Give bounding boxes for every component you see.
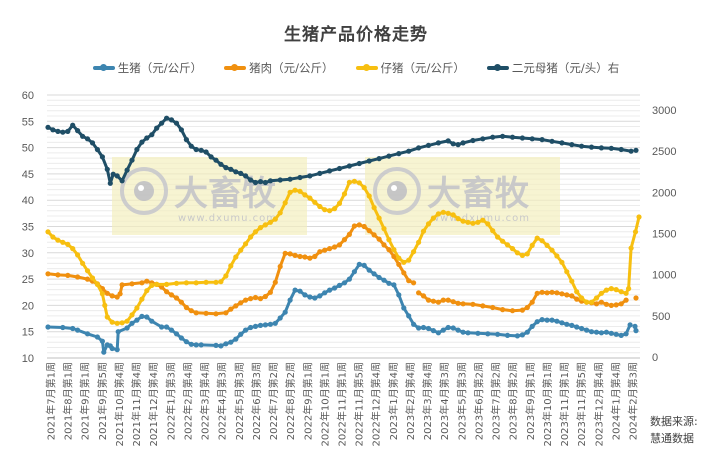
x-tick-label: 2023年8月第2周 <box>507 362 520 440</box>
x-tick-label: 2022年10月第1周 <box>318 362 331 447</box>
legend-line-icon <box>92 64 115 71</box>
y-tick-label: 55 <box>22 116 34 128</box>
x-tick-label: 2022年3月第4周 <box>199 362 212 440</box>
legend-line-icon <box>224 64 247 71</box>
x-tick-label: 2023年1月第4周 <box>387 362 400 440</box>
x-tick-label: 2022年5月第3周 <box>233 362 246 440</box>
x-tick-label: 2023年9月第1周 <box>524 362 537 440</box>
x-tick-label: 2021年11月第4周 <box>130 362 143 447</box>
x-tick-label: 2023年10月第1周 <box>541 362 554 447</box>
legend-item-sow[interactable]: 二元母猪（元/头）右 <box>486 60 620 76</box>
y2-tick-label: 2500 <box>652 146 676 158</box>
x-tick-label: 2023年2月第4周 <box>404 362 417 440</box>
legend-item-piglet[interactable]: 仔猪（元/公斤） <box>355 60 465 76</box>
x-tick-label: 2022年9月第1周 <box>301 362 314 440</box>
legend-label: 猪肉（元/公斤） <box>249 61 334 75</box>
x-tick-label: 2021年9月第5周 <box>96 362 109 440</box>
x-tick-label: 2023年7月第2周 <box>490 362 503 440</box>
x-tick-label: 2023年6月第2周 <box>472 362 485 440</box>
x-tick-label: 2023年11月第5周 <box>575 362 588 447</box>
y-tick-label: 10 <box>22 353 34 365</box>
y2-tick-label: 500 <box>652 311 670 323</box>
chart-legend: 生猪（元/公斤） 猪肉（元/公斤） 仔猪（元/公斤） 二元母猪（元/头）右 <box>0 60 712 76</box>
x-tick-label: 2021年8月第1周 <box>62 362 75 440</box>
source-name: 慧通数据 <box>650 432 694 445</box>
svg-text:www.dxumu.com: www.dxumu.com <box>431 213 530 224</box>
legend-item-pork[interactable]: 猪肉（元/公斤） <box>224 60 334 76</box>
y-tick-label: 15 <box>22 327 34 339</box>
y-tick-label: 45 <box>22 169 34 181</box>
x-tick-label: 2022年2月第4周 <box>181 362 194 440</box>
svg-text:大畜牧: 大畜牧 <box>427 174 530 214</box>
y-tick-label: 50 <box>22 143 34 155</box>
legend-line-icon <box>486 64 509 71</box>
x-tick-label: 2022年7月第2周 <box>267 362 280 440</box>
x-tick-label: 2021年12月第4周 <box>147 362 160 447</box>
y-tick-label: 25 <box>22 274 34 286</box>
source-label: 数据来源: <box>650 415 698 428</box>
x-tick-label: 2023年3月第4周 <box>421 362 434 440</box>
svg-text:www.dxumu.com: www.dxumu.com <box>178 213 277 224</box>
x-tick-label: 2022年8月第2周 <box>284 362 297 440</box>
series-0 <box>45 261 639 355</box>
chart-title: 生猪产品价格走势 <box>284 25 428 45</box>
x-tick-label: 2021年9月第1周 <box>79 362 92 440</box>
x-tick-label: 2022年6月第3周 <box>250 362 263 440</box>
x-tick-label: 2023年5月第3周 <box>455 362 468 440</box>
y-tick-label: 40 <box>22 195 34 207</box>
x-tick-label: 2024年1月第4周 <box>609 362 622 440</box>
data-source-note: 数据来源: 慧通数据 <box>650 413 698 447</box>
x-tick-label: 2024年2月第3周 <box>627 362 640 440</box>
x-tick-label: 2022年12月第4周 <box>370 362 383 447</box>
y2-tick-label: 3000 <box>652 105 676 117</box>
legend-label: 二元母猪（元/头）右 <box>511 61 620 75</box>
y2-tick-label: 0 <box>652 352 658 364</box>
y-tick-label: 30 <box>22 248 34 260</box>
x-tick-label: 2022年1月第3周 <box>164 362 177 440</box>
x-tick-label: 2021年10月第4周 <box>113 362 126 447</box>
series-3 <box>45 115 639 186</box>
y2-tick-label: 1500 <box>652 229 676 241</box>
x-tick-label: 2023年12月第4周 <box>592 362 605 447</box>
series-2 <box>45 178 642 326</box>
x-tick-label: 2022年11月第5周 <box>353 362 366 447</box>
x-tick-label: 2021年7月第1周 <box>45 362 58 440</box>
legend-item-live-hog[interactable]: 生猪（元/公斤） <box>92 60 203 76</box>
series-1 <box>45 222 639 317</box>
y2-tick-label: 1000 <box>652 270 676 282</box>
x-tick-label: 2022年11月第1周 <box>336 362 349 447</box>
x-tick-label: 2022年4月第3周 <box>216 362 229 440</box>
legend-label: 生猪（元/公斤） <box>117 61 203 75</box>
y2-tick-label: 2000 <box>652 187 676 199</box>
x-tick-label: 2023年11月第1周 <box>558 362 571 447</box>
y-tick-label: 35 <box>22 222 34 234</box>
legend-line-icon <box>355 64 378 71</box>
x-tick-label: 2023年4月第3周 <box>438 362 451 440</box>
y-tick-label: 60 <box>22 90 34 102</box>
legend-label: 仔猪（元/公斤） <box>380 61 465 75</box>
y-tick-label: 20 <box>22 300 34 312</box>
